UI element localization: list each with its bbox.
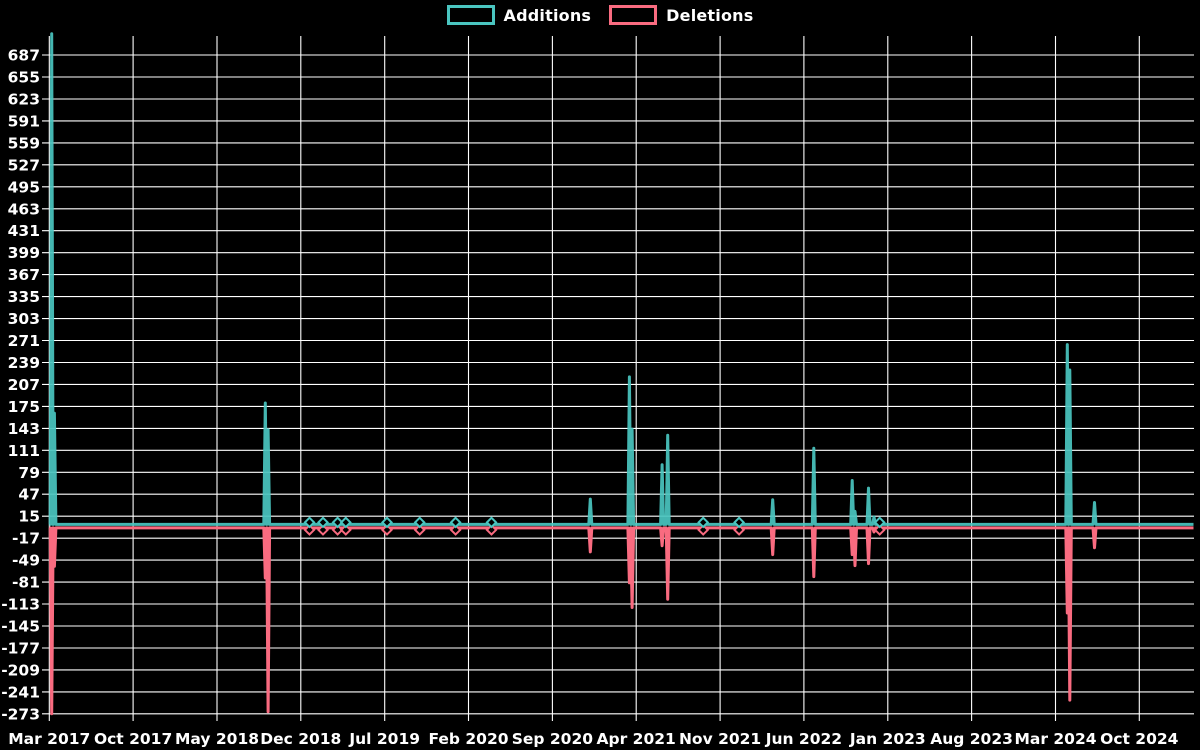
diamond-marker-icon xyxy=(316,523,330,536)
diamond-marker-icon xyxy=(331,516,344,529)
svg-text:Nov 2021: Nov 2021 xyxy=(679,730,761,748)
diamond-marker-icon xyxy=(485,523,498,536)
svg-text:591: 591 xyxy=(8,112,40,130)
svg-text:Jun 2022: Jun 2022 xyxy=(765,730,842,748)
svg-text:79: 79 xyxy=(18,464,40,482)
svg-text:463: 463 xyxy=(8,200,40,218)
svg-text:399: 399 xyxy=(8,244,40,262)
svg-text:655: 655 xyxy=(8,69,40,87)
deletions-swatch-icon xyxy=(609,5,658,25)
svg-text:431: 431 xyxy=(8,222,40,240)
svg-text:Sep 2020: Sep 2020 xyxy=(512,730,594,748)
diamond-marker-icon xyxy=(697,523,710,536)
svg-text:175: 175 xyxy=(8,398,40,416)
additions-line xyxy=(48,32,1194,526)
diamond-marker-icon xyxy=(303,523,316,536)
svg-text:-113: -113 xyxy=(1,596,40,614)
svg-text:111: 111 xyxy=(8,442,40,460)
x-axis-labels: Mar 2017 Oct 2017 May 2018 Dec 2018 Jul 2019… xyxy=(8,730,1178,748)
svg-text:-145: -145 xyxy=(1,618,40,636)
svg-text:Mar 2017: Mar 2017 xyxy=(8,730,90,748)
svg-text:-177: -177 xyxy=(1,640,40,658)
diamond-marker-icon xyxy=(697,516,710,529)
svg-text:623: 623 xyxy=(8,91,40,109)
svg-text:687: 687 xyxy=(8,47,40,65)
svg-text:May 2018: May 2018 xyxy=(175,730,259,748)
svg-text:367: 367 xyxy=(8,266,40,284)
svg-text:559: 559 xyxy=(8,134,40,152)
legend: Additions Deletions xyxy=(0,5,1200,25)
svg-text:-17: -17 xyxy=(12,530,40,548)
svg-text:527: 527 xyxy=(8,156,40,174)
svg-text:Jul 2019: Jul 2019 xyxy=(348,730,420,748)
diamond-marker-icon xyxy=(873,516,886,529)
svg-text:Oct 2017: Oct 2017 xyxy=(94,730,172,748)
diamond-marker-icon xyxy=(449,523,462,536)
legend-label-deletions: Deletions xyxy=(666,5,754,25)
svg-text:239: 239 xyxy=(8,354,40,372)
svg-text:-49: -49 xyxy=(12,552,40,570)
svg-text:-81: -81 xyxy=(12,574,40,592)
svg-text:Feb 2020: Feb 2020 xyxy=(428,730,508,748)
gridlines xyxy=(42,36,1194,721)
legend-label-additions: Additions xyxy=(503,5,592,25)
svg-text:207: 207 xyxy=(8,376,40,394)
svg-text:Oct 2024: Oct 2024 xyxy=(1100,730,1179,748)
svg-text:-241: -241 xyxy=(1,683,40,701)
svg-text:495: 495 xyxy=(8,178,40,196)
diamond-marker-icon xyxy=(331,523,344,536)
svg-text:335: 335 xyxy=(8,288,40,306)
legend-item-additions: Additions xyxy=(446,5,592,25)
svg-text:Dec 2018: Dec 2018 xyxy=(260,730,341,748)
svg-text:-209: -209 xyxy=(1,661,40,679)
diamond-marker-icon xyxy=(733,523,746,536)
diamond-marker-icon xyxy=(339,516,352,529)
y-axis-labels: 687 655 623 591 559 527 495 463 431 399 367 335 303 2… xyxy=(1,47,40,724)
svg-text:Apr 2021: Apr 2021 xyxy=(597,730,676,748)
diamond-marker-icon xyxy=(380,523,394,536)
svg-text:15: 15 xyxy=(18,508,40,526)
isolated-point-markers xyxy=(303,516,886,536)
svg-text:-273: -273 xyxy=(1,705,40,723)
diamond-marker-icon xyxy=(485,516,498,529)
diamond-marker-icon xyxy=(449,516,462,529)
deletions-line xyxy=(48,526,1194,716)
svg-text:303: 303 xyxy=(8,310,40,328)
svg-text:Mar 2024: Mar 2024 xyxy=(1014,730,1096,748)
svg-text:47: 47 xyxy=(18,486,40,504)
diamond-marker-icon xyxy=(380,516,394,529)
additions-swatch-icon xyxy=(446,5,495,25)
svg-text:Jan 2023: Jan 2023 xyxy=(849,730,926,748)
diamond-marker-icon xyxy=(873,523,886,536)
svg-text:143: 143 xyxy=(8,420,40,438)
svg-text:Aug 2023: Aug 2023 xyxy=(930,730,1013,748)
diamond-marker-icon xyxy=(303,516,316,529)
diamond-marker-icon xyxy=(413,516,426,529)
svg-text:271: 271 xyxy=(8,332,40,350)
diamond-marker-icon xyxy=(733,516,746,529)
diamond-marker-icon xyxy=(316,516,330,529)
legend-item-deletions: Deletions xyxy=(609,5,753,25)
diamond-marker-icon xyxy=(413,523,426,536)
diamond-marker-icon xyxy=(339,523,352,536)
